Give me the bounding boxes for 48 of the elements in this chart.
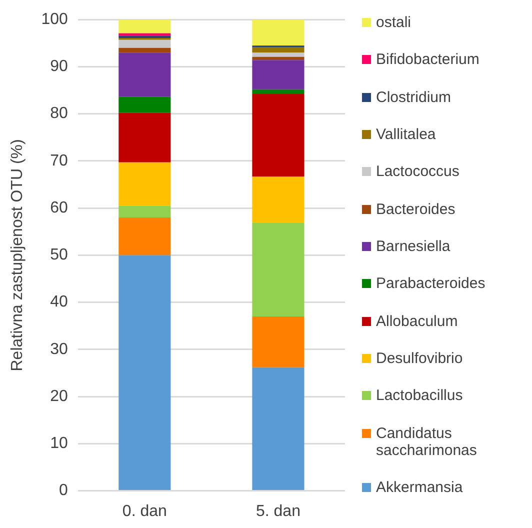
legend-label: Lactococcus [376, 163, 460, 180]
y-tick-label: 20 [50, 388, 68, 405]
legend-label: Allobaculum [376, 312, 458, 330]
legend-label: Barnesiella [376, 238, 450, 255]
legend-label: ostali [376, 14, 412, 31]
legend-label: Lactobacillus [376, 387, 463, 404]
legend-label: Bifidobacterium [376, 51, 480, 68]
legend-label: Bacteroides [376, 200, 456, 218]
y-tick-label: 60 [50, 199, 68, 216]
bar [252, 60, 304, 90]
bar [252, 367, 304, 490]
bar [252, 56, 304, 60]
y-tick-label: 30 [50, 340, 68, 358]
bar [118, 52, 171, 97]
bar [252, 47, 304, 53]
bar [118, 20, 171, 34]
bar [118, 48, 171, 53]
legend-label: Parabacteroides [376, 275, 486, 292]
legend-label: Desulfovibrio [376, 350, 463, 367]
legend-label: Vallitalea [376, 126, 436, 143]
bar [118, 255, 171, 490]
y-tick-label: 50 [50, 246, 68, 264]
y-tick-label: 40 [50, 294, 68, 311]
y-tick-label: 70 [50, 152, 68, 170]
y-tick-label: 10 [50, 435, 68, 452]
bar [252, 222, 304, 316]
legend-label: Akkermansia [376, 478, 463, 496]
y-tick-label: 90 [50, 58, 68, 76]
bar [252, 316, 304, 368]
y-tick-label: 80 [50, 105, 68, 122]
bar [118, 96, 171, 113]
bar [118, 218, 171, 256]
bar [118, 206, 171, 218]
bar [118, 162, 171, 206]
y-axis-title: Relativna zastupljenost OTU (%) [9, 139, 26, 372]
y-tick-label: 0 [58, 482, 68, 500]
legend-label: Clostridium [376, 88, 452, 106]
bar [252, 176, 304, 223]
bar [252, 94, 304, 177]
bar [252, 20, 304, 46]
x-tick-label: 5. dan [256, 502, 300, 520]
legend-label: Candidatus saccharimonas [376, 424, 478, 459]
x-tick-label: 0. dan [122, 502, 167, 520]
bar [252, 52, 304, 57]
bar [118, 112, 171, 162]
bar [118, 40, 171, 48]
y-tick-label: 100 [41, 11, 68, 28]
bar [252, 89, 304, 94]
